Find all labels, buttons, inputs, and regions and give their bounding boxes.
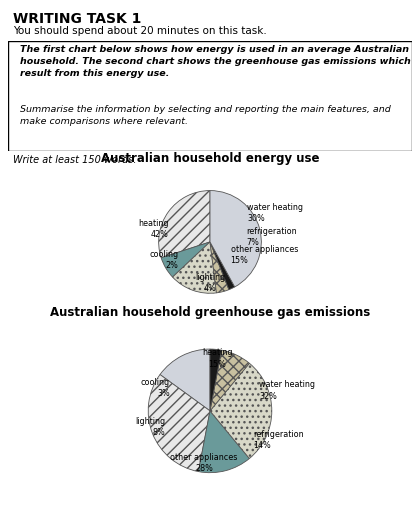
Text: Write at least 150 words.: Write at least 150 words.: [13, 155, 136, 165]
Text: heating
42%: heating 42%: [139, 219, 169, 239]
Wedge shape: [148, 375, 210, 472]
Text: The first chart below shows how energy is used in an average Australian
househol: The first chart below shows how energy i…: [21, 46, 411, 78]
FancyBboxPatch shape: [8, 41, 412, 151]
Wedge shape: [210, 350, 249, 411]
Text: WRITING TASK 1: WRITING TASK 1: [13, 12, 141, 26]
Text: cooling
2%: cooling 2%: [150, 250, 178, 270]
Text: refrigeration
14%: refrigeration 14%: [254, 430, 304, 450]
Wedge shape: [160, 349, 210, 411]
Text: You should spend about 20 minutes on this task.: You should spend about 20 minutes on thi…: [13, 26, 266, 36]
Text: refrigeration
7%: refrigeration 7%: [246, 227, 297, 247]
Title: Australian household energy use: Australian household energy use: [101, 152, 319, 165]
Text: water heating
32%: water heating 32%: [260, 380, 315, 400]
Text: Summarise the information by selecting and reporting the main features, and
make: Summarise the information by selecting a…: [21, 105, 391, 125]
Wedge shape: [210, 363, 272, 459]
Wedge shape: [173, 242, 216, 293]
Text: water heating
30%: water heating 30%: [247, 203, 304, 223]
Text: other appliances
28%: other appliances 28%: [171, 453, 238, 473]
Text: heating
15%: heating 15%: [202, 349, 233, 369]
Wedge shape: [198, 411, 249, 473]
Wedge shape: [159, 190, 210, 258]
Text: lighting
4%: lighting 4%: [195, 273, 225, 293]
Text: lighting
8%: lighting 8%: [135, 417, 165, 437]
Text: cooling
3%: cooling 3%: [141, 377, 170, 398]
Wedge shape: [161, 242, 210, 277]
Title: Australian household greenhouse gas emissions: Australian household greenhouse gas emis…: [50, 306, 370, 319]
Wedge shape: [210, 242, 235, 290]
Wedge shape: [210, 190, 261, 287]
Text: other appliances
15%: other appliances 15%: [231, 245, 298, 265]
Wedge shape: [210, 349, 222, 411]
Wedge shape: [210, 242, 229, 293]
